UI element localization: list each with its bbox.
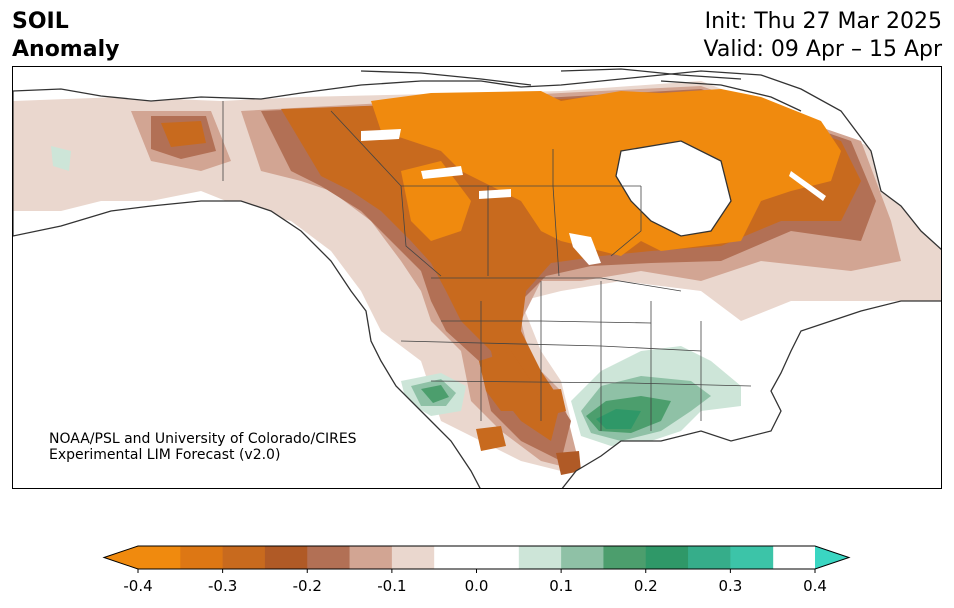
- colorbar-over-arrow: [815, 546, 849, 569]
- anomaly-region-very-wet: [596, 409, 641, 429]
- colorbar-ticks: -0.4 -0.3 -0.2 -0.1 0.0 0.1 0.2 0.3 0.4: [123, 569, 827, 595]
- colorbar-bin: [349, 546, 393, 569]
- map-frame: [12, 66, 942, 489]
- coastline: [13, 68, 941, 488]
- anomaly-map: [13, 68, 941, 488]
- colorbar-bin: [391, 546, 435, 569]
- map-title: SOIL Anomaly: [12, 8, 119, 64]
- anomaly-region-neutral-holes: [361, 129, 826, 265]
- anomaly-label: Anomaly: [12, 37, 120, 62]
- colorbar-tick-label: 0.4: [803, 577, 827, 595]
- valid-range: Valid: 09 Apr – 15 Apr: [703, 37, 943, 62]
- colorbar-under-arrow: [104, 546, 138, 569]
- colorbar-tick-label: -0.2: [293, 577, 322, 595]
- colorbar-bin: [434, 546, 520, 569]
- colorbar-tick-label: 0.0: [465, 577, 489, 595]
- colorbar-bin: [645, 546, 689, 569]
- variable-name: SOIL: [12, 9, 69, 34]
- colorbar-bin: [222, 546, 266, 569]
- colorbar-bin: [264, 546, 308, 569]
- colorbar-tick-label: -0.4: [123, 577, 152, 595]
- colorbar-tick-label: -0.3: [208, 577, 237, 595]
- colorbar: -0.4 -0.3 -0.2 -0.1 0.0 0.1 0.2 0.3 0.4: [102, 545, 851, 595]
- forecast-dates: Init: Thu 27 Mar 2025 Valid: 09 Apr – 15…: [704, 8, 943, 64]
- init-date: Init: Thu 27 Mar 2025: [704, 9, 942, 34]
- colorbar-tick-label: -0.1: [377, 577, 406, 595]
- anomaly-region-plains-dry: [476, 351, 581, 475]
- colorbar-bin: [603, 546, 647, 569]
- colorbar-bin: [730, 546, 774, 569]
- state-province-borders: [222, 101, 752, 431]
- colorbar-bin: [180, 546, 224, 569]
- colorbar-bin: [518, 546, 562, 569]
- anomaly-region-extreme-dry: [371, 89, 841, 256]
- colorbar-bin: [688, 546, 731, 569]
- credit-line-2: Experimental LIM Forecast (v2.0): [49, 447, 281, 463]
- colorbar-tick-label: 0.1: [549, 577, 573, 595]
- colorbar-bins: [138, 546, 774, 569]
- colorbar-bin: [561, 546, 604, 569]
- colorbar-tick-label: 0.2: [634, 577, 658, 595]
- credit-text: NOAA/PSL and University of Colorado/CIRE…: [49, 431, 357, 463]
- credit-line-1: NOAA/PSL and University of Colorado/CIRE…: [49, 431, 357, 447]
- colorbar-tick-label: 0.3: [718, 577, 742, 595]
- colorbar-bin: [138, 546, 181, 569]
- colorbar-bin: [307, 546, 351, 569]
